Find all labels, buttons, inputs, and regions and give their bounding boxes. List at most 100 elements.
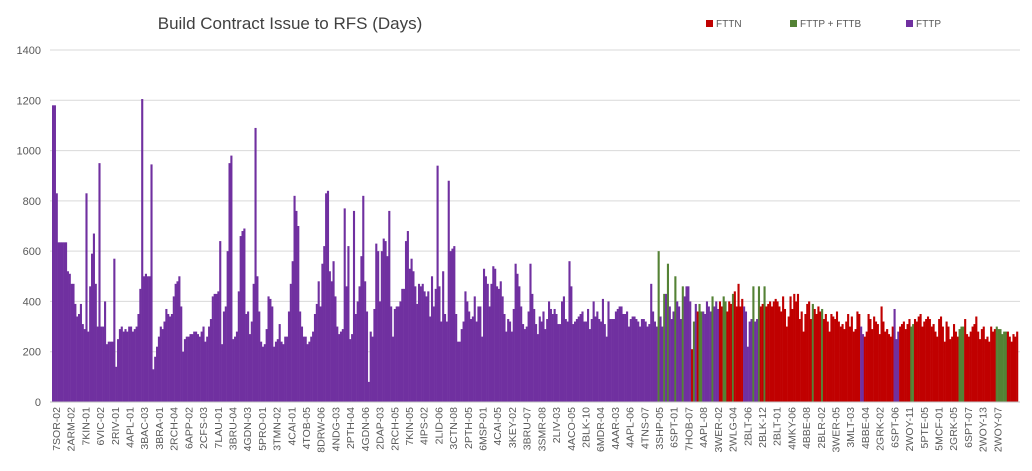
bar-fttp: [702, 311, 705, 402]
bar-fttp-fttb: [821, 308, 824, 402]
bar-fttn: [765, 306, 768, 402]
bar-fttp-fttb: [1001, 334, 1004, 402]
bar-fttp: [650, 283, 653, 402]
x-tick-label: 2WOY-11: [904, 407, 916, 452]
bar-fttp: [451, 248, 454, 402]
bar-fttp: [222, 311, 226, 402]
bar-fttp: [391, 336, 395, 402]
bar-fttp: [165, 308, 168, 402]
bar-fttp: [183, 339, 187, 402]
bar-fttp: [626, 311, 629, 402]
bar-fttp: [328, 271, 331, 402]
bar-fttp: [68, 273, 71, 402]
bar-fttn: [735, 306, 738, 402]
bar-fttp: [128, 326, 131, 402]
bar-fttp: [302, 336, 305, 402]
bar-fttp: [117, 339, 120, 402]
bar-fttp: [250, 321, 253, 402]
bar-fttp: [221, 344, 224, 402]
bar-fttp-fttb: [674, 276, 677, 402]
bar-fttp: [566, 321, 569, 402]
x-tick-label: 3TMN-02: [272, 407, 284, 451]
bar-fttp-fttb: [1005, 331, 1008, 402]
bar-fttp: [464, 291, 467, 402]
x-tick-label: 7KIN-01: [80, 407, 92, 446]
x-tick-label: 4ACO-05: [566, 407, 578, 451]
bar-fttp: [412, 271, 415, 402]
bar-fttp: [442, 271, 445, 402]
bar-fttn: [739, 306, 742, 402]
bar-fttp: [416, 303, 419, 402]
x-axis-ticks: 7SOR-02 2ARM-02 7KIN-01 6VIC-02 2RIV-01 4APL-…: [51, 407, 1004, 453]
x-tick-label: 2PTH-05: [463, 407, 475, 449]
bar-fttp: [118, 329, 121, 402]
bar-fttp: [458, 341, 461, 402]
bar-fttp: [131, 331, 134, 402]
bar-fttn: [733, 291, 736, 402]
bar-fttp: [375, 243, 378, 402]
bar-fttn: [954, 331, 957, 402]
bar-fttp: [475, 321, 478, 402]
bar-fttp: [462, 321, 465, 402]
bar-fttp: [622, 314, 625, 402]
bar-fttn: [843, 329, 846, 402]
bar-fttn: [856, 311, 859, 402]
bar-fttp-fttb: [997, 329, 1000, 402]
bar-fttp: [384, 241, 387, 402]
x-tick-label: 2WOY-07: [992, 407, 1004, 452]
bar-fttp: [237, 291, 240, 402]
bar-fttp: [53, 105, 56, 402]
bar-fttn: [852, 331, 855, 402]
bar-fttp: [83, 329, 86, 402]
bar-fttp: [367, 381, 370, 402]
bar-fttp: [631, 316, 634, 402]
bar-fttp: [157, 336, 160, 402]
bar-fttp: [167, 314, 170, 402]
y-tick-label: 1200: [17, 95, 41, 107]
bar-fttn: [919, 314, 922, 402]
bar-fttp: [269, 298, 272, 402]
bar-fttp: [317, 281, 320, 402]
bar-fttn: [817, 306, 820, 402]
bar-fttn: [887, 334, 891, 402]
bar-fttp: [503, 314, 506, 402]
bar-fttp: [538, 316, 541, 402]
bar-fttp: [124, 329, 127, 402]
bar-fttp: [583, 321, 586, 402]
bar-fttp: [81, 324, 84, 402]
bar-fttp: [499, 281, 502, 402]
bar-fttn: [880, 306, 883, 402]
bar-fttn: [967, 336, 970, 402]
bar-fttp: [443, 314, 447, 402]
bar-fttp: [659, 316, 662, 402]
bar-fttp: [55, 193, 58, 402]
bar-fttp: [893, 308, 896, 402]
bar-fttp: [611, 319, 614, 402]
bar-fttp: [694, 303, 697, 402]
bar-fttp: [744, 311, 748, 402]
bar-fttn: [891, 326, 894, 402]
x-tick-label: 2CFS-03: [198, 407, 210, 449]
x-tick-label: 2BLT-01: [772, 407, 784, 446]
bar-fttp: [304, 336, 307, 402]
bar-series: [52, 99, 1019, 402]
bar-fttn: [977, 331, 980, 402]
x-tick-label: 2RIV-01: [110, 407, 122, 445]
bar-fttp: [378, 301, 382, 402]
x-tick-label: 2ARM-02: [66, 407, 78, 452]
bar-fttp: [200, 331, 203, 402]
bar-fttn: [1006, 331, 1009, 402]
bar-fttp: [133, 329, 136, 402]
y-tick-label: 400: [23, 296, 41, 308]
bar-fttp: [529, 263, 532, 402]
bar-fttp: [180, 306, 183, 402]
bar-fttp: [750, 319, 753, 402]
bar-fttp: [139, 288, 142, 402]
legend: FTTN FTTP + FTTB FTTP: [706, 19, 941, 30]
bar-fttn: [718, 301, 722, 402]
bar-fttp: [607, 301, 610, 402]
bar-fttp: [273, 346, 276, 402]
bar-fttp: [561, 301, 564, 402]
bar-fttp: [468, 311, 471, 402]
